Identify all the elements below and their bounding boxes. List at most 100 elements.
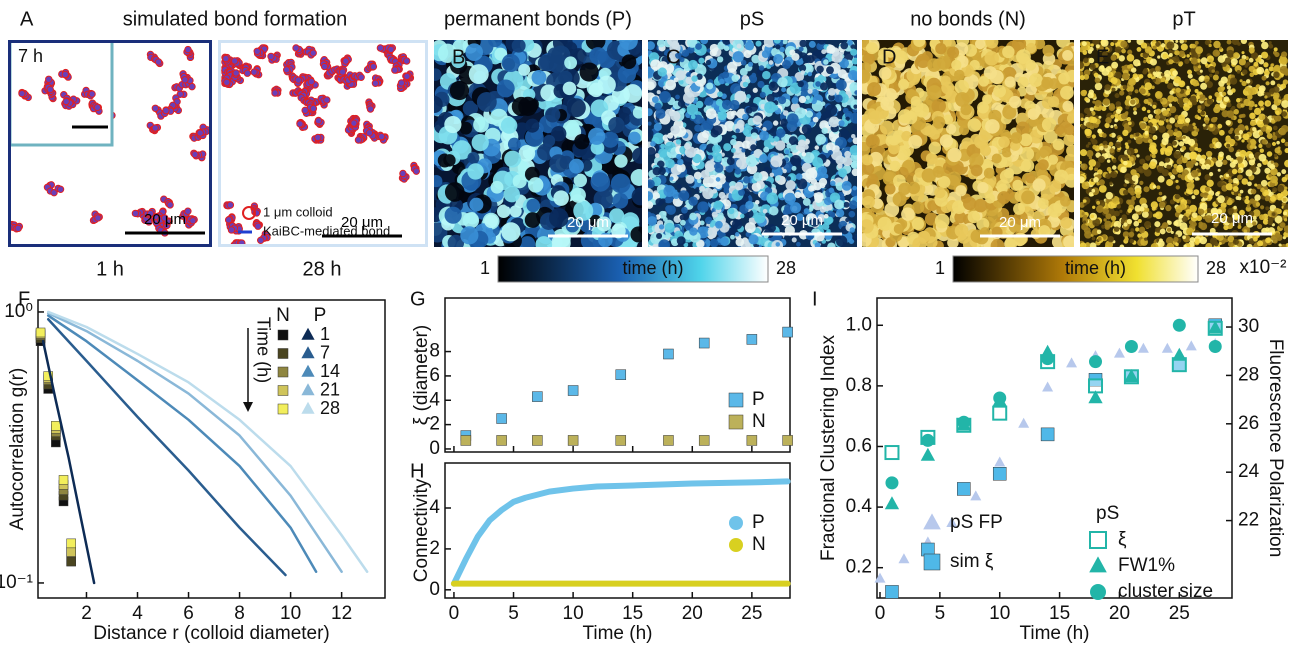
blob [759, 131, 769, 141]
blob [1227, 40, 1232, 45]
blob [933, 116, 945, 128]
blob [860, 219, 874, 233]
blob [1123, 85, 1128, 90]
blob [1272, 187, 1277, 192]
blob [646, 129, 654, 137]
blob [1154, 221, 1160, 227]
blob [658, 239, 670, 251]
blob [723, 143, 731, 151]
colloid [47, 86, 53, 92]
blob [854, 90, 859, 95]
blob [1258, 144, 1262, 148]
blob [828, 88, 836, 96]
blob [813, 182, 821, 190]
blob [1195, 46, 1203, 54]
blob [1265, 81, 1269, 85]
blob [1247, 244, 1253, 250]
blob [1082, 50, 1087, 55]
blob [735, 168, 742, 175]
blob [1249, 159, 1255, 165]
blob [1151, 148, 1158, 155]
blob [1284, 148, 1289, 153]
blob [1281, 139, 1285, 143]
blob [821, 49, 826, 54]
blob [779, 47, 784, 52]
colloid [358, 74, 364, 80]
blob [467, 163, 483, 179]
blob [1239, 58, 1246, 65]
blob [867, 82, 881, 96]
blob [1182, 235, 1186, 239]
blob [674, 77, 679, 82]
blob [808, 185, 814, 191]
blob [1274, 65, 1281, 72]
blob [633, 107, 645, 119]
blob [622, 54, 637, 69]
blob [787, 121, 798, 132]
blob [571, 187, 586, 202]
blob [1157, 55, 1160, 58]
blob [1228, 179, 1233, 184]
blob [1060, 86, 1074, 100]
blob [1215, 192, 1219, 196]
colloid [378, 133, 384, 139]
blob [848, 70, 858, 80]
blob [1247, 181, 1252, 186]
blob [1143, 60, 1146, 63]
colloid [192, 151, 198, 157]
blob [802, 152, 807, 157]
blob [1183, 98, 1189, 104]
blob [1032, 178, 1045, 191]
blob [880, 97, 894, 111]
colloid [398, 80, 404, 86]
blob [1092, 145, 1096, 149]
figure: A simulated bond formation permanent bon… [0, 0, 1295, 649]
blob [650, 141, 656, 147]
blob [510, 205, 522, 217]
blob [1271, 119, 1275, 123]
blob [852, 186, 857, 191]
blob [1025, 60, 1036, 71]
blob [1155, 42, 1160, 47]
blob [549, 208, 569, 228]
blob [852, 235, 858, 241]
blob [1283, 211, 1287, 215]
colloid [324, 97, 330, 103]
blob [680, 220, 686, 226]
blob [1256, 202, 1260, 206]
blob [1274, 98, 1281, 105]
blob [1226, 183, 1233, 190]
colloid [293, 45, 299, 51]
blob [829, 116, 840, 127]
blob [460, 226, 478, 244]
blob [775, 176, 780, 181]
blob [1017, 77, 1028, 88]
blob [778, 193, 783, 198]
blob [1186, 86, 1189, 89]
colloid [400, 170, 406, 176]
blob [1262, 139, 1268, 145]
blob [769, 60, 774, 65]
blob [647, 216, 657, 226]
blob [815, 81, 821, 87]
blob [580, 62, 599, 81]
blob [968, 211, 980, 223]
blob [694, 124, 701, 131]
blob [1111, 156, 1114, 159]
blob [1181, 44, 1188, 51]
blob [1104, 123, 1109, 128]
colloid [310, 50, 316, 56]
blob [731, 148, 736, 153]
blob [1237, 70, 1241, 74]
blob [1213, 41, 1220, 48]
blob [1260, 148, 1264, 152]
blob [808, 72, 812, 76]
blob [1166, 179, 1173, 186]
colloid [57, 186, 63, 192]
blob [1249, 113, 1255, 119]
blob [796, 173, 803, 180]
blob [677, 159, 683, 165]
blob [1176, 200, 1180, 204]
blob [1260, 188, 1265, 193]
blob [1192, 80, 1199, 87]
